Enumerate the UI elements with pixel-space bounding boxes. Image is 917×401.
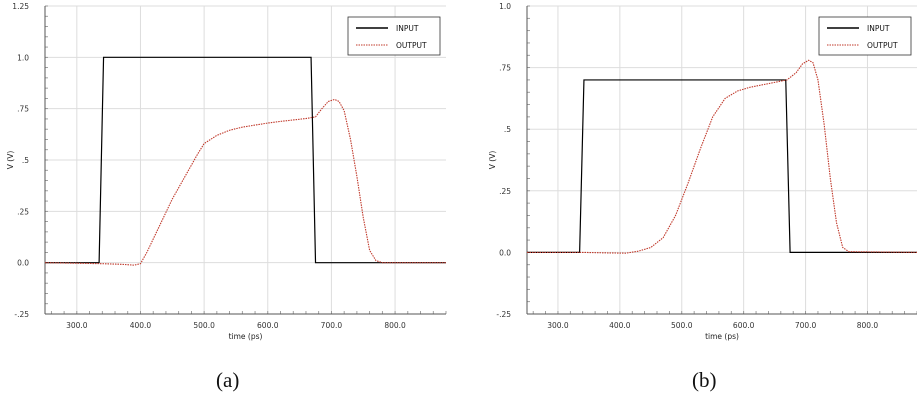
y-tick-label: -.25 bbox=[496, 310, 511, 319]
chart-panel-a: 300.0 400.0 500.0 600.0 700.0 800.0 -.25 0.0 .25… bbox=[6, 2, 447, 341]
x-tick-label: 500.0 bbox=[193, 321, 215, 330]
legend-box bbox=[818, 16, 912, 56]
y-tick-label: -.25 bbox=[14, 310, 29, 319]
y-axis-title: V (V) bbox=[488, 151, 497, 170]
series-line-input bbox=[527, 79, 917, 253]
legend-box bbox=[347, 16, 441, 56]
x-tick-label: 300.0 bbox=[547, 321, 569, 330]
y-tick-label: 1.0 bbox=[17, 53, 29, 62]
y-axis-title: V (V) bbox=[6, 151, 15, 170]
x-tick-label: 600.0 bbox=[733, 321, 755, 330]
x-axis-title: time (ps) bbox=[705, 332, 739, 341]
legend-label-output: OUTPUT bbox=[867, 41, 898, 50]
y-tick-label: .25 bbox=[499, 187, 511, 196]
panel-label-b: (b) bbox=[692, 368, 717, 392]
legend-label-input: INPUT bbox=[396, 24, 419, 33]
chart-panel-b: 300.0 400.0 500.0 600.0 700.0 800.0 -.25 0.0 .25… bbox=[488, 2, 917, 341]
y-tick-label: .5 bbox=[22, 156, 29, 165]
x-tick-label: 500.0 bbox=[671, 321, 693, 330]
y-tick-label: .5 bbox=[504, 125, 511, 134]
y-tick-label: 0.0 bbox=[499, 248, 511, 257]
x-tick-label: 700.0 bbox=[321, 321, 343, 330]
series-line-input bbox=[45, 56, 446, 264]
y-tick-label: .75 bbox=[17, 105, 29, 114]
x-tick-label: 800.0 bbox=[857, 321, 879, 330]
y-tick-label: .75 bbox=[499, 64, 511, 73]
x-tick-label: 700.0 bbox=[795, 321, 817, 330]
y-tick-label: 1.0 bbox=[499, 2, 511, 11]
legend-label-output: OUTPUT bbox=[396, 41, 427, 50]
legend: INPUT OUTPUT bbox=[347, 16, 441, 56]
x-tick-label: 400.0 bbox=[609, 321, 631, 330]
y-tick-label: .25 bbox=[17, 207, 29, 216]
x-axis-title: time (ps) bbox=[229, 332, 263, 341]
x-tick-label: 300.0 bbox=[66, 321, 88, 330]
series-line-output bbox=[527, 59, 917, 254]
x-tick-label: 400.0 bbox=[130, 321, 152, 330]
legend-label-input: INPUT bbox=[867, 24, 890, 33]
legend: INPUT OUTPUT bbox=[818, 16, 912, 56]
series-line-output bbox=[44, 98, 446, 266]
y-tick-label: 0.0 bbox=[17, 259, 29, 268]
panel-label-a: (a) bbox=[216, 368, 240, 392]
y-tick-label: 1.25 bbox=[12, 2, 29, 11]
x-tick-label: 800.0 bbox=[384, 321, 406, 330]
x-tick-label: 600.0 bbox=[257, 321, 279, 330]
